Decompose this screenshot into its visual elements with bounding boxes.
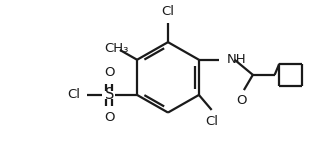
Text: S: S	[105, 87, 114, 102]
Text: Cl: Cl	[162, 5, 174, 18]
Text: Cl: Cl	[205, 115, 218, 128]
Text: O: O	[104, 111, 115, 124]
Text: CH₃: CH₃	[104, 42, 129, 55]
Text: NH: NH	[227, 53, 246, 66]
Text: O: O	[237, 94, 247, 107]
Text: O: O	[104, 66, 115, 79]
Text: Cl: Cl	[67, 89, 80, 102]
